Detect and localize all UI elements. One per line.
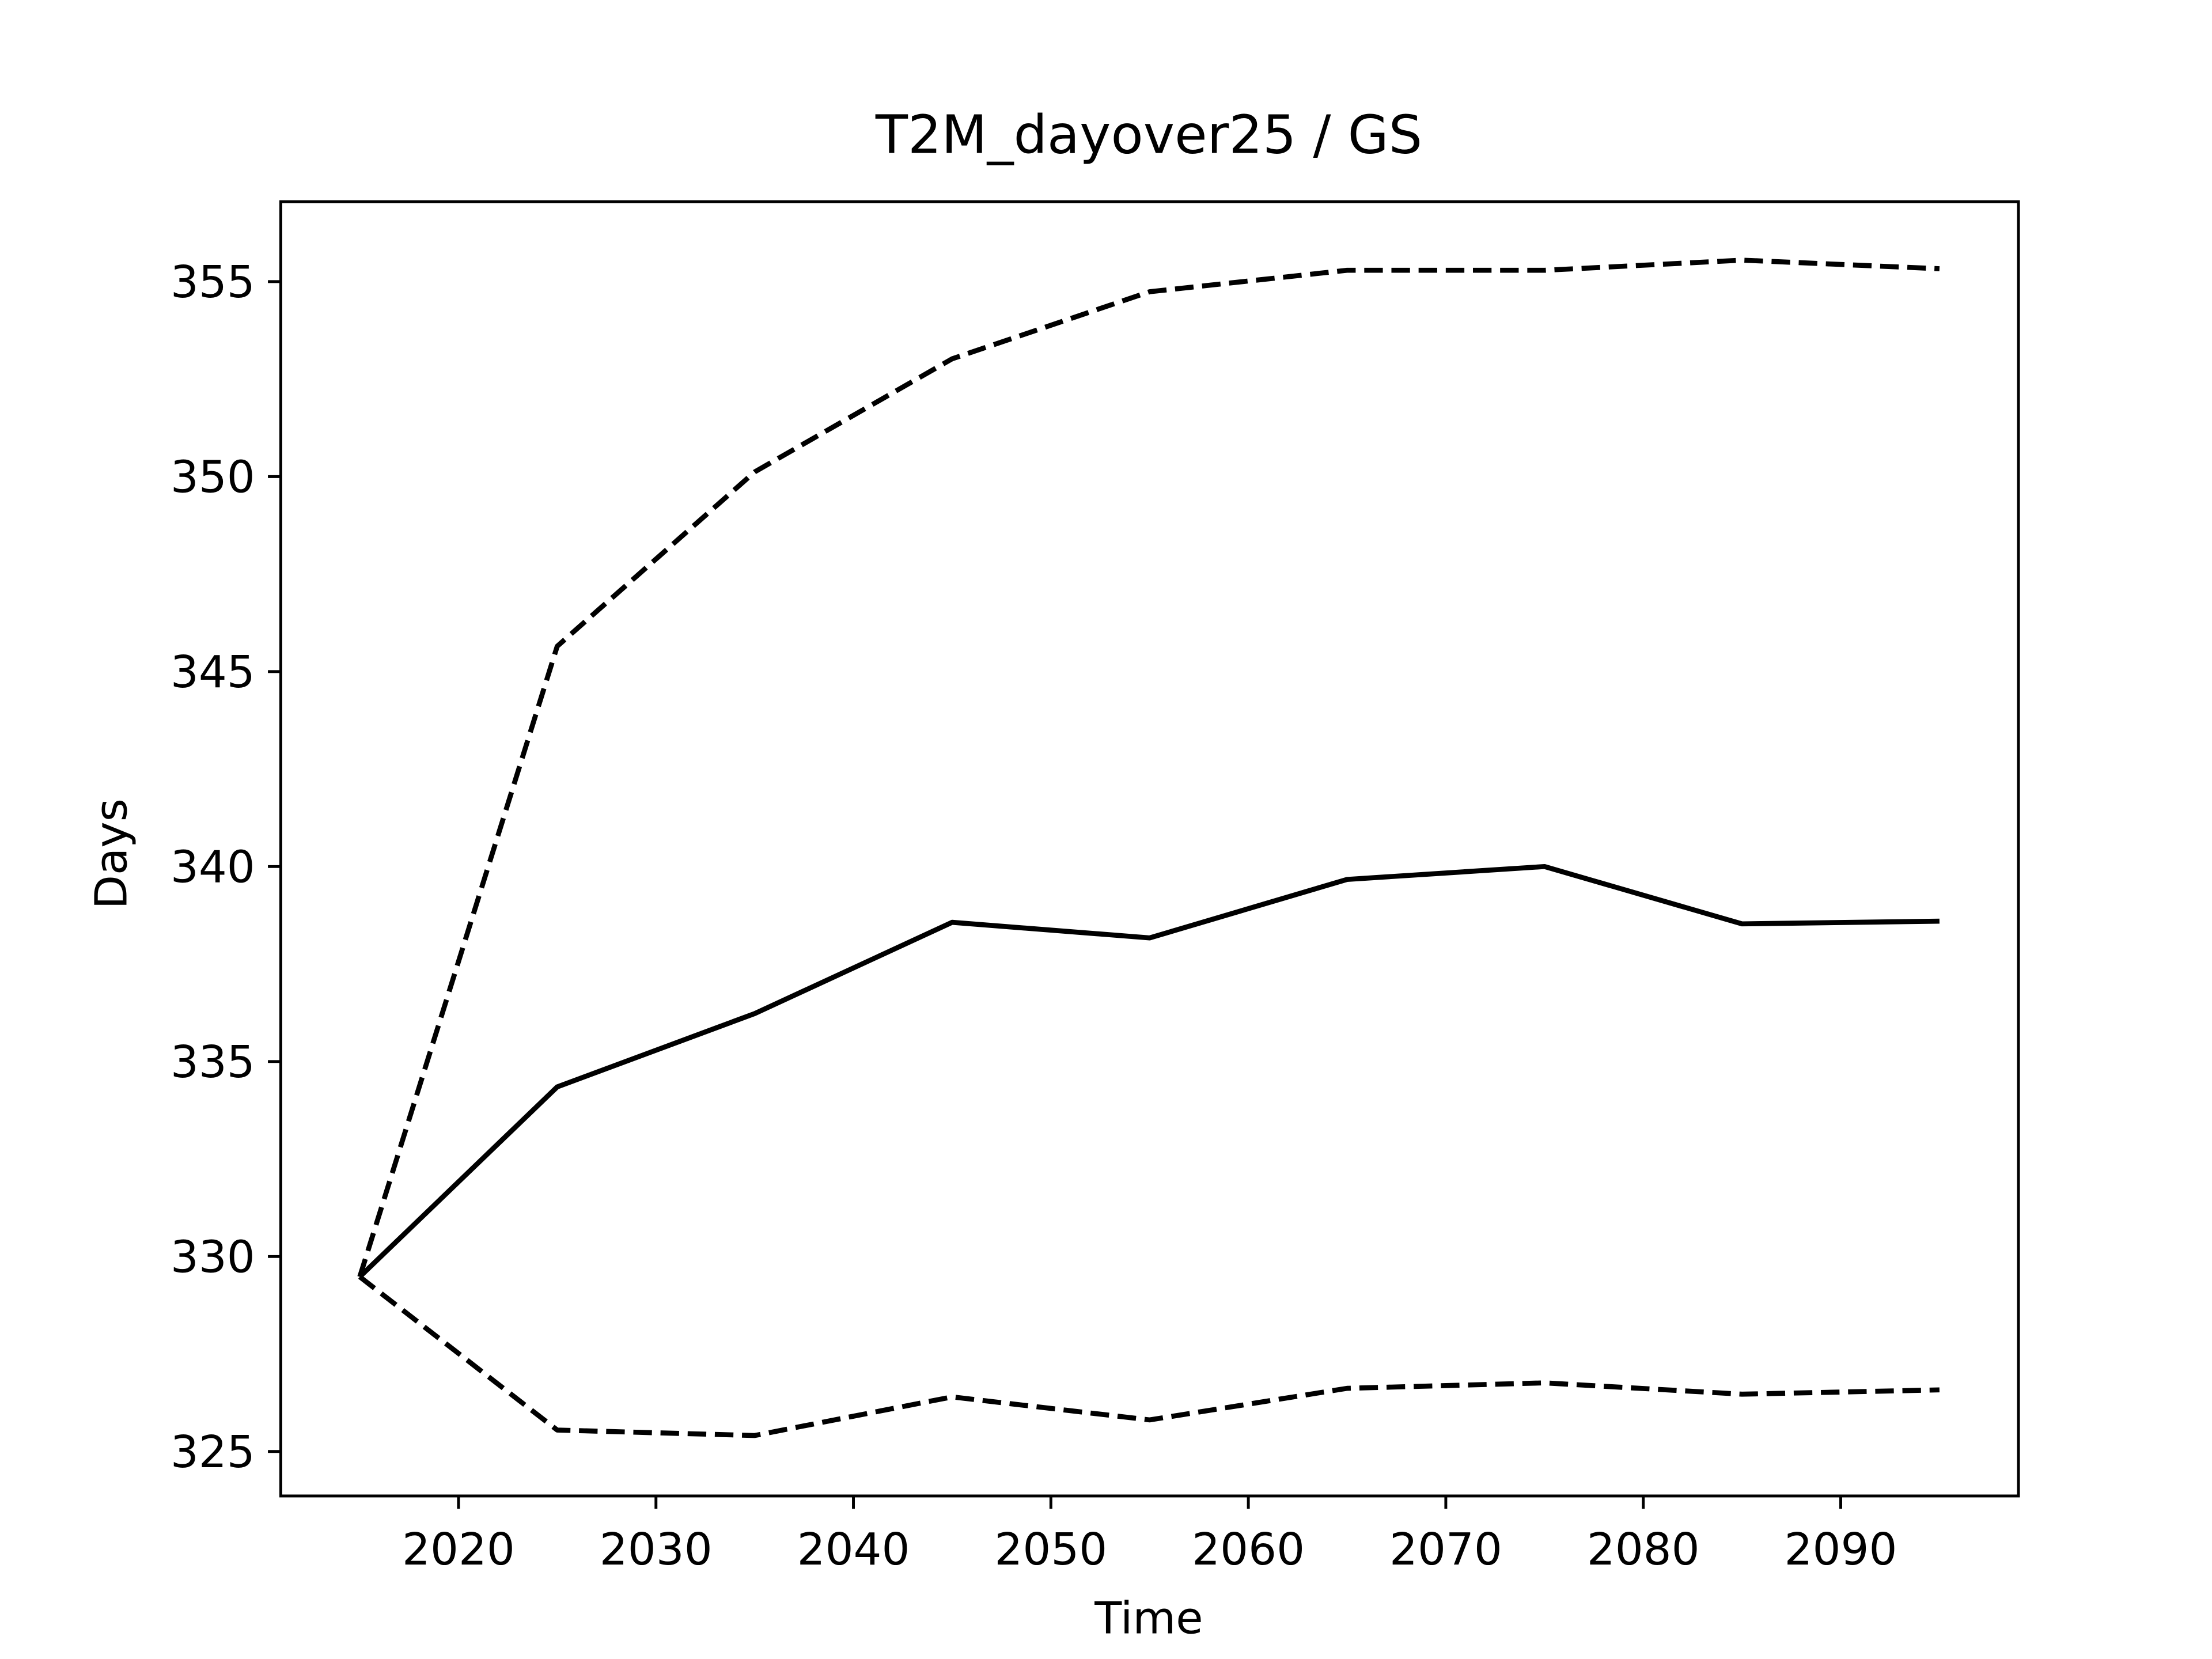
y-tick-label: 355 <box>171 257 255 308</box>
x-tick-label: 2070 <box>1389 1524 1502 1575</box>
x-axis-label: Time <box>1094 1593 1203 1644</box>
y-tick-label: 345 <box>171 647 255 698</box>
y-axis-label: Days <box>86 798 137 909</box>
x-tick-label: 2050 <box>994 1524 1107 1575</box>
x-tick-label: 2040 <box>797 1524 910 1575</box>
line-series <box>358 863 1940 1279</box>
x-tick-label: 2060 <box>1192 1524 1305 1575</box>
line-series <box>357 257 1940 1278</box>
line-series <box>358 1275 1940 1438</box>
chart-title: T2M_dayover25 / GS <box>875 104 1422 166</box>
y-tick-label: 335 <box>171 1037 255 1088</box>
y-tick-label: 330 <box>171 1232 255 1283</box>
x-tick-label: 2080 <box>1587 1524 1700 1575</box>
y-tick-label: 325 <box>171 1427 255 1478</box>
y-tick-label: 340 <box>171 842 255 893</box>
x-tick-label: 2090 <box>1785 1524 1897 1575</box>
plot-frame <box>279 200 2020 1498</box>
x-tick-label: 2030 <box>600 1524 713 1575</box>
x-tick-label: 2020 <box>402 1524 515 1575</box>
y-tick-label: 350 <box>171 452 255 503</box>
